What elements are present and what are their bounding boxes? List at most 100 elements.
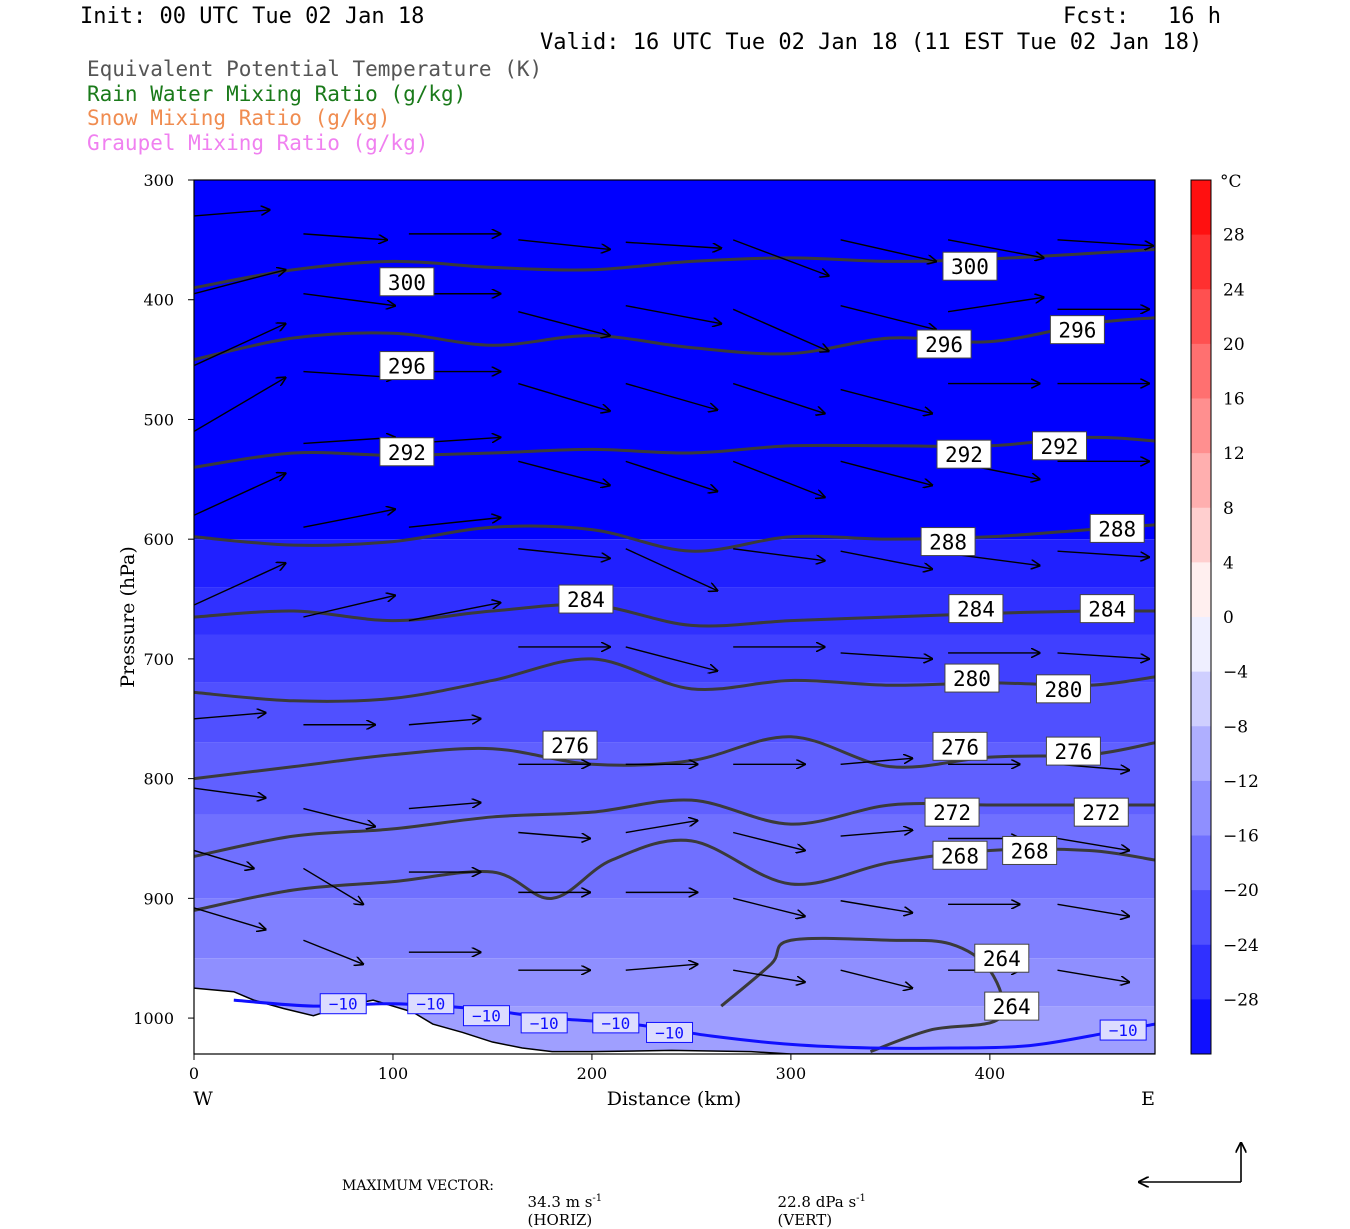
wind-vector <box>732 382 825 414</box>
colorbar-swatch <box>1191 999 1211 1055</box>
valid-time: Valid: 16 UTC Tue 02 Jan 18 (11 EST Tue … <box>540 30 1203 55</box>
horiz-exponent: -1 <box>592 1193 603 1204</box>
wind-vector <box>194 907 266 930</box>
wind-vector <box>840 758 913 765</box>
isotherm-label-box <box>520 1012 568 1034</box>
y-tick-label: 400 <box>143 291 174 310</box>
isotherm-label: −10 <box>530 1014 559 1033</box>
contour-label-box <box>1031 431 1087 461</box>
theta-e-contour <box>194 838 1155 912</box>
wind-vector <box>194 270 286 295</box>
wind-vector <box>518 460 610 485</box>
contour-label-box <box>558 584 614 614</box>
theta-e-contour <box>720 936 1006 1054</box>
wind-vector <box>408 518 501 528</box>
isotherm-label-box <box>1099 1019 1147 1041</box>
colorbar-label: −12 <box>1223 772 1259 792</box>
terrain-outline <box>194 987 1155 1054</box>
wind-vector <box>733 831 805 851</box>
colorbar-label: 20 <box>1223 335 1245 355</box>
contour-label-box <box>1079 594 1135 624</box>
contour-label: 292 <box>1041 435 1079 459</box>
contour-label-box <box>932 840 988 870</box>
colorbar: 28 24 20 16 12 8 4 0 −4 −8 −12 −16 −20 −24 −28 <box>1190 179 1259 1055</box>
contour-label-box <box>920 527 976 557</box>
legend-snow: Snow Mixing Ratio (g/kg) <box>87 106 391 130</box>
contour-label-box <box>542 730 598 760</box>
x-tick-label: 300 <box>776 1064 807 1083</box>
isotherm-label: −10 <box>329 995 358 1014</box>
colorbar-swatch <box>1191 507 1211 563</box>
colorbar-label: 12 <box>1223 444 1245 464</box>
wind-vector <box>194 378 286 433</box>
contour-label: 264 <box>983 947 1021 971</box>
wind-vector <box>840 460 933 485</box>
colorbar-unit: °C <box>1220 172 1242 192</box>
contour-label-box <box>1073 797 1129 827</box>
contour-label: 296 <box>388 355 426 379</box>
horiz-tag: (HORIZ) <box>527 1211 593 1229</box>
isotherm-label: −10 <box>472 1007 501 1026</box>
temperature-band <box>194 539 1155 588</box>
contour-labels: 300 300 296 296 296 292 292 292 288 288 284 284 284 2… <box>319 251 1147 1043</box>
wind-vector <box>625 460 718 491</box>
colorbar-swatch <box>1191 890 1211 946</box>
temperature-band <box>194 742 1155 815</box>
wind-vector <box>1057 239 1154 246</box>
colorbar-swatch <box>1191 343 1211 399</box>
theta-e-contour <box>194 316 1155 362</box>
contour-label: 272 <box>1082 801 1120 825</box>
contour-label-box <box>942 251 998 281</box>
contour-label: 284 <box>1088 598 1126 622</box>
colorbar-swatch <box>1191 562 1211 618</box>
theta-e-contours <box>194 247 1155 1054</box>
y-tick-label: 600 <box>143 530 174 549</box>
wind-vector <box>732 308 829 351</box>
colorbar-label: 0 <box>1223 608 1234 628</box>
contour-label: 296 <box>925 333 963 357</box>
wind-vector <box>303 509 395 528</box>
colorbar-label: −24 <box>1223 936 1259 956</box>
colorbar-swatch <box>1191 835 1211 891</box>
max-vector-label: MAXIMUM VECTOR: <box>342 1178 494 1194</box>
isotherm-label: −10 <box>655 1023 684 1042</box>
x-tick-label: 0 <box>189 1064 199 1083</box>
temperature-fill <box>194 180 1155 1054</box>
contour-label: 268 <box>941 844 979 868</box>
colorbar-swatch <box>1191 780 1211 836</box>
contour-label: 284 <box>567 588 605 612</box>
vert-tag: (VERT) <box>777 1211 833 1229</box>
vert-exponent: -1 <box>856 1193 866 1204</box>
y-axis-label: Pressure (hPa) <box>117 546 139 688</box>
contour-label: 292 <box>388 441 426 465</box>
isotherm-label: −10 <box>416 995 445 1014</box>
west-label: W <box>193 1088 213 1110</box>
wind-vector <box>840 388 933 414</box>
wind-vector <box>518 311 610 336</box>
wind-vector <box>194 324 286 367</box>
wind-vector <box>840 305 937 330</box>
contour-label: 280 <box>953 667 991 691</box>
contour-label-box <box>924 797 980 827</box>
wind-vector <box>303 233 387 240</box>
axes: 300 400 500 600 700 800 900 1000 0 100 200 300 400 <box>133 171 1005 1083</box>
colorbar-label: −16 <box>1223 827 1259 847</box>
wind-vector <box>518 831 590 839</box>
colorbar-swatch <box>1191 180 1211 236</box>
isotherm-label-box <box>462 1005 510 1027</box>
temperature-band <box>194 634 1155 683</box>
plot-frame <box>193 179 1156 1055</box>
isotherm-label: −10 <box>1109 1021 1138 1040</box>
colorbar-swatch <box>1191 453 1211 509</box>
contour-label-box <box>944 663 1000 693</box>
terrain-fill <box>194 988 1155 1054</box>
wind-vector <box>840 239 937 262</box>
theta-e-contour <box>194 435 1155 469</box>
y-tick-label: 300 <box>143 171 174 190</box>
wind-vector <box>625 646 718 671</box>
contour-label-box <box>936 439 992 469</box>
contour-label-box <box>1035 674 1091 704</box>
contour-label-box <box>974 943 1030 973</box>
wind-vector <box>947 297 1044 313</box>
wind-vector <box>194 210 270 217</box>
